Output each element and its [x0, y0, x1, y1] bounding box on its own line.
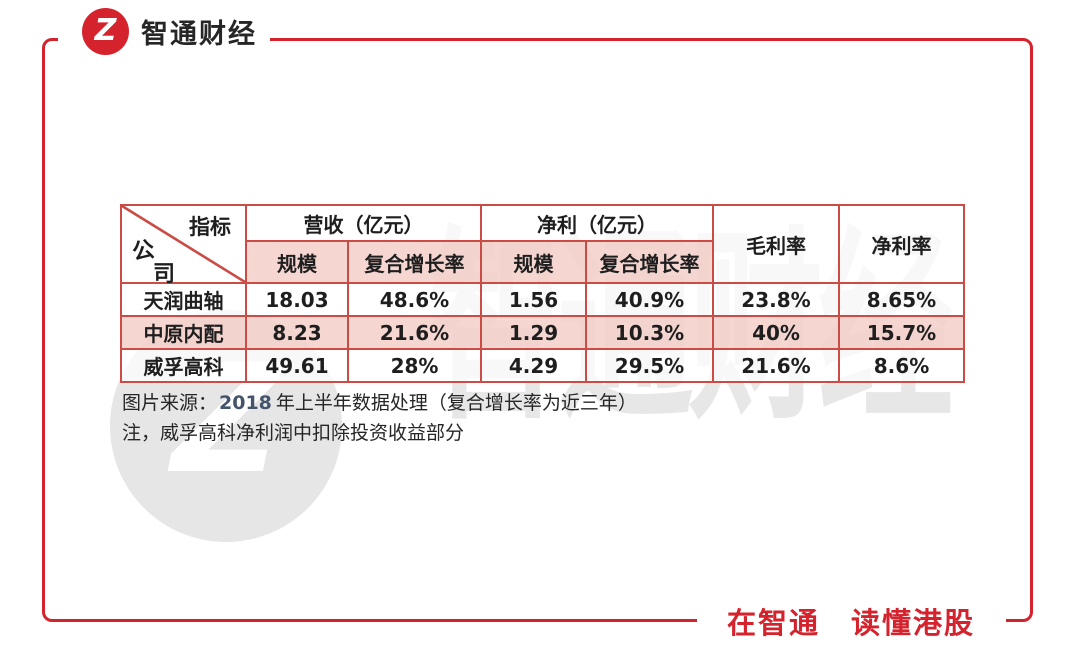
table-row: 天润曲轴 18.03 48.6% 1.56 40.9% 23.8% 8.65%: [120, 282, 965, 317]
subheader-cagr: 复合增长率: [585, 240, 714, 284]
brand-title: 智通财经: [141, 19, 257, 50]
table-row-highlighted: 中原内配 8.23 21.6% 1.29 10.3% 40% 15.7%: [120, 315, 965, 350]
zhitong-logo-icon: Z: [82, 8, 129, 55]
source-note-rest: 年上半年数据处理（复合增长率为近三年）: [275, 392, 637, 414]
table-row: 威孚高科 49.61 28% 4.29 29.5% 21.6% 8.6%: [120, 348, 965, 383]
source-note-year: 2018: [219, 392, 272, 414]
company-name-cell: 威孚高科: [120, 348, 247, 383]
frame-gap-bottom: [697, 611, 1006, 630]
brand-slogan: 在智通 读懂港股: [727, 606, 976, 640]
header-gross-margin: 毛利率: [712, 204, 840, 284]
brand-lockup: Z 智通财经: [82, 8, 257, 55]
value-cell: 29.5%: [585, 348, 714, 383]
value-cell: 40.9%: [585, 282, 714, 317]
financial-table: 指标 公 司 营收（亿元） 净利（亿元） 毛利率 净利率 规模 复合增长率 规模…: [120, 204, 965, 383]
value-cell: 40%: [712, 315, 840, 350]
value-cell: 28%: [347, 348, 482, 383]
diagonal-line: [122, 206, 245, 282]
value-cell: 18.03: [245, 282, 349, 317]
value-cell: 4.29: [480, 348, 587, 383]
header-row-groups: 指标 公 司 营收（亿元） 净利（亿元） 毛利率 净利率: [120, 204, 965, 287]
company-name-cell: 中原内配: [120, 315, 247, 350]
corner-indicator-label: 指标: [189, 215, 231, 239]
frame-border: [42, 38, 1033, 622]
subheader-cagr: 复合增长率: [347, 240, 482, 284]
value-cell: 10.3%: [585, 315, 714, 350]
logo-letter: Z: [94, 12, 117, 48]
value-cell: 1.56: [480, 282, 587, 317]
value-cell: 23.8%: [712, 282, 840, 317]
value-cell: 49.61: [245, 348, 349, 383]
header-row-sub: 规模 复合增长率 规模 复合增长率: [121, 240, 964, 284]
value-cell: 48.6%: [347, 282, 482, 317]
value-cell: 8.23: [245, 315, 349, 350]
value-cell: 15.7%: [838, 315, 965, 350]
header-net-margin: 净利率: [838, 204, 965, 284]
header-netprofit-group: 净利（亿元）: [480, 204, 714, 242]
corner-header-cell: 指标 公 司: [120, 204, 247, 287]
value-cell: 21.6%: [347, 315, 482, 350]
financial-table-wrap: 指标 公 司 营收（亿元） 净利（亿元） 毛利率 净利率 规模 复合增长率 规模…: [120, 204, 965, 383]
source-note-prefix: 图片来源：: [122, 392, 218, 414]
header-revenue-group: 营收（亿元）: [245, 204, 482, 242]
caption: 图片来源： 2018 年上半年数据处理（复合增长率为近三年） 注，威孚高科净利润中扣…: [122, 388, 637, 448]
subheader-scale: 规模: [480, 240, 587, 284]
corner-company-char: 司: [153, 262, 176, 287]
footnote: 注，威孚高科净利润中扣除投资收益部分: [122, 422, 465, 444]
value-cell: 21.6%: [712, 348, 840, 383]
value-cell: 8.6%: [838, 348, 965, 383]
value-cell: 8.65%: [838, 282, 965, 317]
subheader-scale: 规模: [245, 240, 349, 284]
company-name-cell: 天润曲轴: [120, 282, 247, 317]
value-cell: 1.29: [480, 315, 587, 350]
source-note: 图片来源： 2018 年上半年数据处理（复合增长率为近三年）: [122, 388, 637, 418]
